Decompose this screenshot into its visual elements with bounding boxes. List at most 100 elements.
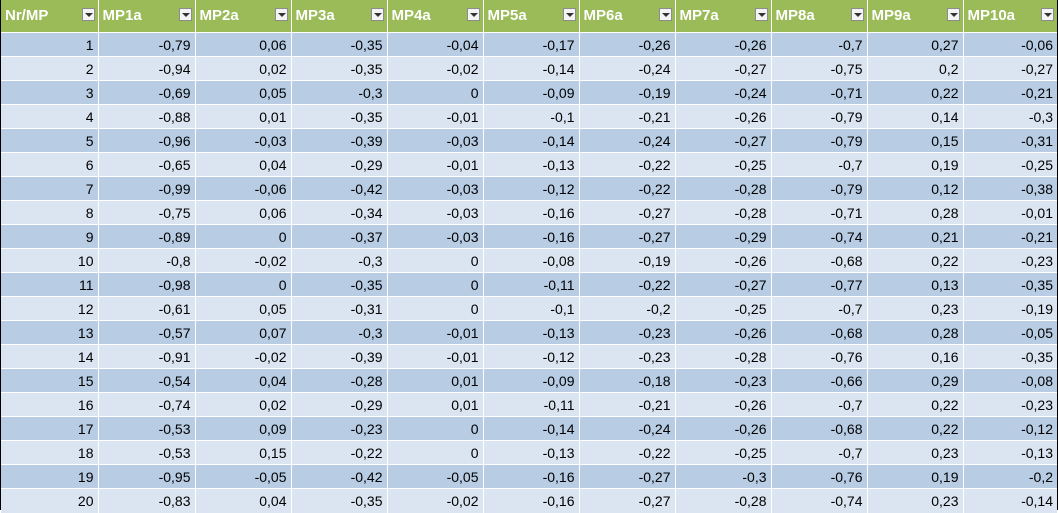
table-cell[interactable]: -0,35 [963, 272, 1057, 297]
table-cell[interactable]: -0,03 [387, 128, 484, 153]
filter-dropdown-button[interactable] [754, 8, 768, 21]
table-cell[interactable]: -0,05 [963, 320, 1057, 345]
table-cell[interactable]: -0,89 [98, 224, 196, 249]
table-cell[interactable]: -0,12 [963, 416, 1057, 441]
table-cell[interactable]: 0,28 [867, 320, 964, 345]
filter-dropdown-button[interactable] [370, 8, 384, 21]
table-cell[interactable]: -0,21 [963, 80, 1057, 105]
table-cell[interactable]: -0,79 [771, 104, 868, 129]
table-cell[interactable]: -0,25 [675, 296, 772, 321]
filter-dropdown-button[interactable] [274, 8, 288, 21]
table-cell[interactable]: -0,25 [675, 152, 772, 177]
table-cell[interactable]: -0,24 [675, 80, 772, 105]
row-number-cell[interactable]: 3 [1, 80, 99, 105]
table-cell[interactable]: -0,21 [579, 392, 676, 417]
table-cell[interactable]: 0,14 [867, 104, 964, 129]
table-cell[interactable]: -0,53 [98, 440, 196, 465]
table-cell[interactable]: -0,76 [771, 464, 868, 489]
filter-dropdown-button[interactable] [850, 8, 864, 21]
table-cell[interactable]: -0,14 [483, 56, 580, 81]
table-cell[interactable]: -0,7 [771, 152, 868, 177]
row-number-cell[interactable]: 2 [1, 56, 99, 81]
table-cell[interactable]: -0,35 [291, 104, 388, 129]
row-number-cell[interactable]: 17 [1, 416, 99, 441]
table-cell[interactable]: 0,06 [195, 32, 292, 57]
table-cell[interactable]: 0 [195, 224, 292, 249]
table-cell[interactable]: 0,23 [867, 296, 964, 321]
table-cell[interactable]: 0,01 [387, 392, 484, 417]
table-cell[interactable]: -0,02 [387, 56, 484, 81]
table-cell[interactable]: -0,35 [291, 32, 388, 57]
table-cell[interactable]: -0,26 [675, 32, 772, 57]
row-number-cell[interactable]: 19 [1, 464, 99, 489]
table-cell[interactable]: -0,23 [963, 392, 1057, 417]
table-cell[interactable]: 0,2 [867, 56, 964, 81]
row-number-cell[interactable]: 14 [1, 344, 99, 369]
table-cell[interactable]: -0,22 [579, 176, 676, 201]
filter-dropdown-button[interactable] [562, 8, 576, 21]
table-cell[interactable]: -0,7 [771, 440, 868, 465]
table-cell[interactable]: -0,14 [483, 128, 580, 153]
table-cell[interactable]: 0,21 [867, 224, 964, 249]
table-cell[interactable]: -0,35 [963, 344, 1057, 369]
table-cell[interactable]: -0,39 [291, 128, 388, 153]
table-cell[interactable]: -0,01 [387, 344, 484, 369]
table-cell[interactable]: -0,03 [387, 176, 484, 201]
table-cell[interactable]: -0,13 [483, 440, 580, 465]
table-cell[interactable]: 0,02 [195, 392, 292, 417]
table-cell[interactable]: -0,83 [98, 488, 196, 513]
table-cell[interactable]: -0,27 [579, 200, 676, 225]
table-cell[interactable]: -0,28 [675, 488, 772, 513]
table-cell[interactable]: -0,17 [483, 32, 580, 57]
table-cell[interactable]: -0,65 [98, 152, 196, 177]
table-cell[interactable]: 0,23 [867, 440, 964, 465]
table-cell[interactable]: -0,22 [579, 272, 676, 297]
table-cell[interactable]: -0,34 [291, 200, 388, 225]
table-cell[interactable]: -0,35 [291, 272, 388, 297]
table-cell[interactable]: -0,79 [771, 128, 868, 153]
table-cell[interactable]: -0,98 [98, 272, 196, 297]
table-cell[interactable]: 0 [195, 272, 292, 297]
table-cell[interactable]: 0,29 [867, 368, 964, 393]
table-cell[interactable]: -0,27 [963, 56, 1057, 81]
table-cell[interactable]: -0,01 [387, 152, 484, 177]
table-cell[interactable]: -0,14 [483, 416, 580, 441]
filter-dropdown-button[interactable] [658, 8, 672, 21]
table-cell[interactable]: 0,07 [195, 320, 292, 345]
row-number-cell[interactable]: 10 [1, 248, 99, 273]
table-cell[interactable]: -0,12 [483, 176, 580, 201]
table-cell[interactable]: 0,13 [867, 272, 964, 297]
table-cell[interactable]: 0,22 [867, 80, 964, 105]
table-cell[interactable]: 0,27 [867, 32, 964, 57]
table-cell[interactable]: 0,04 [195, 488, 292, 513]
table-cell[interactable]: -0,96 [98, 128, 196, 153]
table-cell[interactable]: -0,3 [963, 104, 1057, 129]
table-cell[interactable]: 0,09 [195, 416, 292, 441]
table-cell[interactable]: -0,28 [675, 176, 772, 201]
table-cell[interactable]: 0,06 [195, 200, 292, 225]
filter-dropdown-button[interactable] [946, 8, 960, 21]
table-cell[interactable]: 0,15 [867, 128, 964, 153]
table-cell[interactable]: -0,2 [963, 464, 1057, 489]
table-cell[interactable]: -0,94 [98, 56, 196, 81]
table-cell[interactable]: 0,22 [867, 416, 964, 441]
table-cell[interactable]: -0,27 [675, 56, 772, 81]
table-cell[interactable]: -0,71 [771, 200, 868, 225]
table-cell[interactable]: 0 [387, 80, 484, 105]
table-cell[interactable]: -0,7 [771, 392, 868, 417]
table-cell[interactable]: -0,42 [291, 176, 388, 201]
column-header-mp2a[interactable]: MP2a [195, 0, 292, 33]
table-cell[interactable]: -0,71 [771, 80, 868, 105]
table-cell[interactable]: 0,01 [387, 368, 484, 393]
table-cell[interactable]: -0,03 [195, 128, 292, 153]
table-cell[interactable]: -0,3 [291, 80, 388, 105]
table-cell[interactable]: -0,23 [675, 368, 772, 393]
table-cell[interactable]: 0,22 [867, 248, 964, 273]
table-cell[interactable]: -0,05 [387, 464, 484, 489]
table-cell[interactable]: -0,01 [387, 104, 484, 129]
filter-dropdown-button[interactable] [466, 8, 480, 21]
table-cell[interactable]: -0,18 [579, 368, 676, 393]
column-header-mp5a[interactable]: MP5a [483, 0, 580, 33]
table-cell[interactable]: -0,68 [771, 320, 868, 345]
table-cell[interactable]: 0 [387, 440, 484, 465]
